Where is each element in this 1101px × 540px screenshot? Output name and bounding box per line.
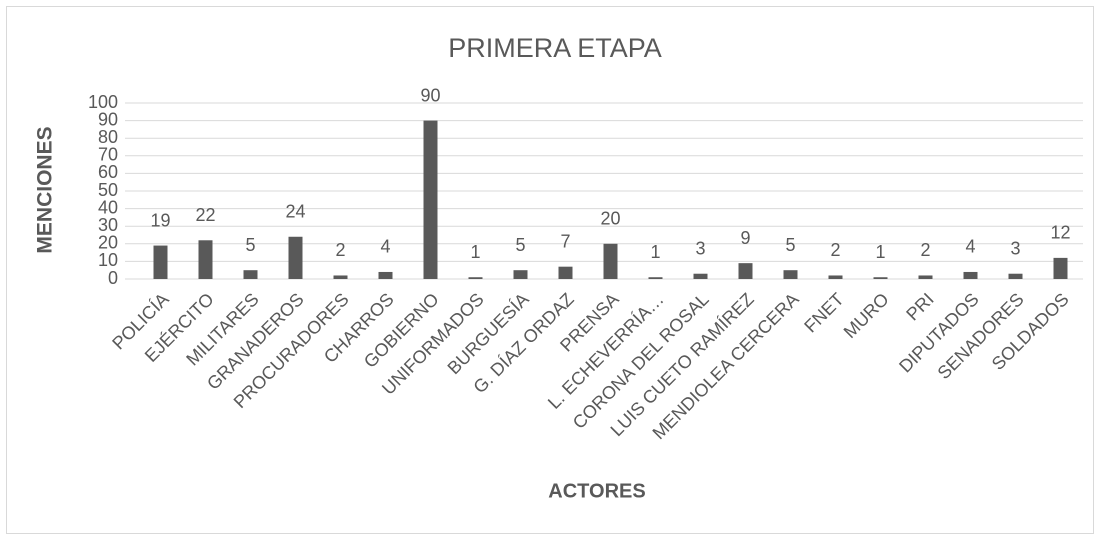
y-tick-label: 100 — [88, 92, 118, 112]
y-tick-label: 0 — [108, 268, 118, 288]
data-label: 2 — [335, 240, 345, 260]
data-label: 2 — [830, 240, 840, 260]
bar — [198, 240, 213, 279]
y-tick-label: 20 — [98, 233, 118, 253]
data-label: 3 — [1010, 238, 1020, 258]
data-label: 20 — [600, 209, 620, 229]
bar — [648, 277, 663, 279]
bar — [288, 236, 303, 279]
bar — [243, 270, 258, 279]
bar — [333, 275, 348, 279]
chart-border — [6, 6, 1094, 534]
y-tick-label: 30 — [98, 215, 118, 235]
data-label: 2 — [920, 240, 930, 260]
bar — [828, 275, 843, 279]
bar — [1008, 273, 1023, 279]
bar — [1053, 257, 1068, 279]
data-label: 5 — [515, 235, 525, 255]
y-tick-label: 10 — [98, 250, 118, 270]
data-label: 5 — [785, 235, 795, 255]
bar — [423, 120, 438, 279]
data-label: 19 — [150, 210, 170, 230]
bar — [603, 243, 618, 279]
data-label: 24 — [285, 202, 305, 222]
data-label: 22 — [195, 205, 215, 225]
y-tick-label: 40 — [98, 197, 118, 217]
data-label: 1 — [650, 242, 660, 262]
bar — [738, 263, 753, 279]
y-axis-label: MENCIONES — [34, 126, 57, 253]
bar — [558, 266, 573, 279]
y-tick-label: 80 — [98, 127, 118, 147]
data-label: 4 — [380, 237, 390, 257]
data-label: 90 — [420, 85, 440, 105]
data-label: 4 — [965, 237, 975, 257]
y-tick-label: 50 — [98, 180, 118, 200]
data-label: 5 — [245, 235, 255, 255]
bar — [963, 271, 978, 279]
data-label: 1 — [875, 242, 885, 262]
data-label: 1 — [470, 242, 480, 262]
y-tick-label: 60 — [98, 162, 118, 182]
data-label: 12 — [1050, 223, 1070, 243]
bar — [153, 245, 168, 279]
data-label: 9 — [740, 228, 750, 248]
bar — [918, 275, 933, 279]
bar — [783, 270, 798, 279]
data-label: 7 — [560, 231, 570, 251]
data-label: 3 — [695, 238, 705, 258]
bar — [468, 277, 483, 279]
bar — [513, 270, 528, 279]
bar — [378, 271, 393, 279]
bar — [693, 273, 708, 279]
chart-title: PRIMERA ETAPA — [448, 33, 662, 63]
y-tick-label: 70 — [98, 145, 118, 165]
bar — [873, 277, 888, 279]
y-tick-label: 90 — [98, 109, 118, 129]
x-axis-label: ACTORES — [548, 480, 645, 502]
